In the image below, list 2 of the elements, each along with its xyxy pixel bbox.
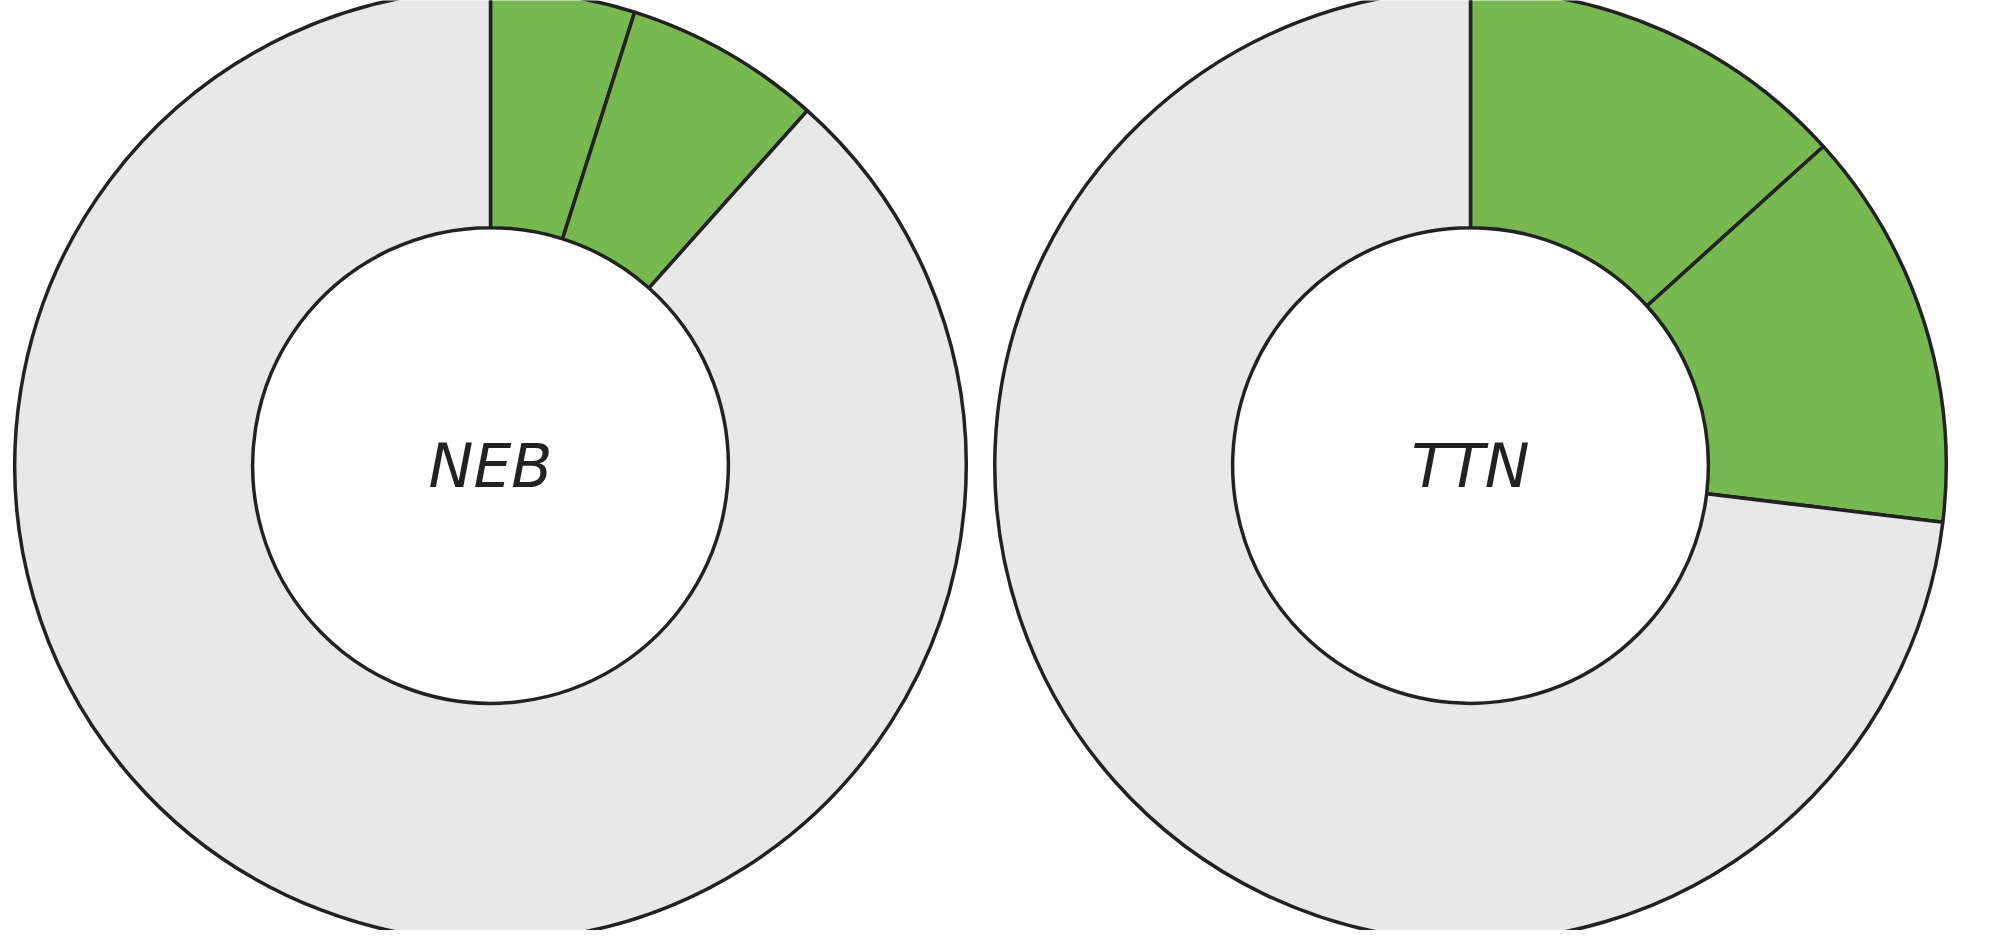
text: TTN <box>1411 430 1530 501</box>
text: NEB <box>428 430 553 501</box>
